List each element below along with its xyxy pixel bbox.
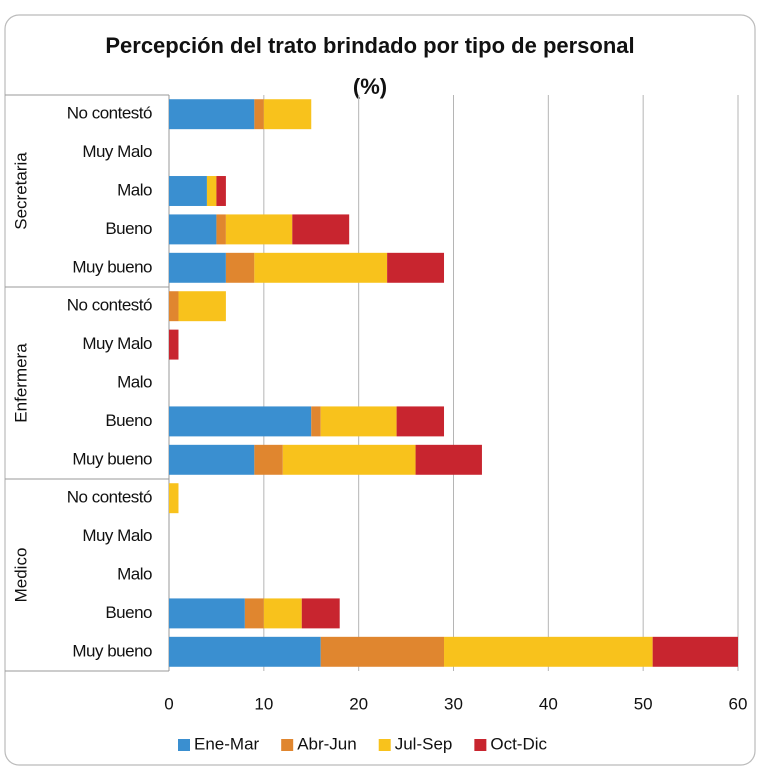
group-label: Secretaria <box>11 152 30 230</box>
x-tick-label: 50 <box>634 694 653 713</box>
legend-swatch <box>378 739 391 751</box>
y-tick-label: Muy Malo <box>82 334 152 353</box>
chart-subtitle: (%) <box>353 74 387 99</box>
y-tick-label: Bueno <box>105 411 152 430</box>
legend-label: Jul-Sep <box>395 734 453 753</box>
bar-segment <box>301 598 340 629</box>
bar-segment <box>320 406 397 437</box>
bar-segment <box>311 406 321 437</box>
bar-segment <box>415 444 482 475</box>
group-label: Medico <box>11 548 30 603</box>
group-label: Enfermera <box>11 343 30 423</box>
bar-segment <box>169 444 255 475</box>
y-tick-label: No contestó <box>67 104 152 123</box>
y-tick-label: No contestó <box>67 488 152 507</box>
x-tick-label: 30 <box>444 694 463 713</box>
bar-segment <box>169 483 179 514</box>
y-tick-label: Muy Malo <box>82 526 152 545</box>
y-tick-label: Muy bueno <box>72 449 152 468</box>
bar-segment <box>254 252 388 283</box>
bar-segment <box>169 176 207 206</box>
bar-segment <box>292 214 350 245</box>
bar-segment <box>169 99 255 130</box>
bar-segment <box>206 176 217 206</box>
y-tick-label: Bueno <box>105 603 152 622</box>
bar-segment <box>225 252 255 283</box>
legend-label: Abr-Jun <box>297 734 357 753</box>
x-tick-label: 20 <box>349 694 368 713</box>
bar-segment <box>396 406 445 437</box>
x-tick-label: 40 <box>539 694 558 713</box>
legend-swatch <box>178 739 190 751</box>
y-tick-label: Muy bueno <box>72 257 152 276</box>
y-tick-label: Muy bueno <box>72 641 152 660</box>
bar-segment <box>225 214 293 245</box>
y-tick-label: Malo <box>117 564 152 583</box>
bar-segment <box>387 252 445 283</box>
y-tick-label: Muy Malo <box>82 142 152 161</box>
legend-label: Ene-Mar <box>194 734 260 753</box>
y-tick-label: Malo <box>117 180 152 199</box>
bar-segment <box>169 406 312 437</box>
bar-segment <box>282 444 416 475</box>
bar-segment <box>169 329 179 360</box>
x-tick-label: 0 <box>164 694 173 713</box>
bar-segment <box>263 598 302 629</box>
bar-segment <box>216 214 226 245</box>
bar-segment <box>178 291 226 322</box>
x-tick-label: 60 <box>729 694 748 713</box>
bar-segment <box>244 598 264 629</box>
legend-swatch <box>281 739 294 751</box>
bar-segment <box>216 176 226 206</box>
bar-segment <box>169 636 321 667</box>
y-tick-label: Malo <box>117 372 152 391</box>
chart-title: Percepción del trato brindado por tipo d… <box>105 33 634 58</box>
y-tick-label: No contestó <box>67 296 152 315</box>
y-tick-label: Bueno <box>105 219 152 238</box>
bar-segment <box>652 636 738 667</box>
bar-segment <box>254 444 283 475</box>
bar-segment <box>444 636 653 667</box>
legend-swatch <box>474 739 487 751</box>
bar-segment <box>263 99 312 130</box>
bar-segment <box>320 636 445 667</box>
bar-segment <box>169 252 226 283</box>
legend-label: Oct-Dic <box>490 734 547 753</box>
x-tick-label: 10 <box>254 694 273 713</box>
bar-segment <box>254 99 264 130</box>
bar-segment <box>169 598 245 629</box>
bar-segment <box>169 214 217 245</box>
bar-segment <box>169 291 179 322</box>
